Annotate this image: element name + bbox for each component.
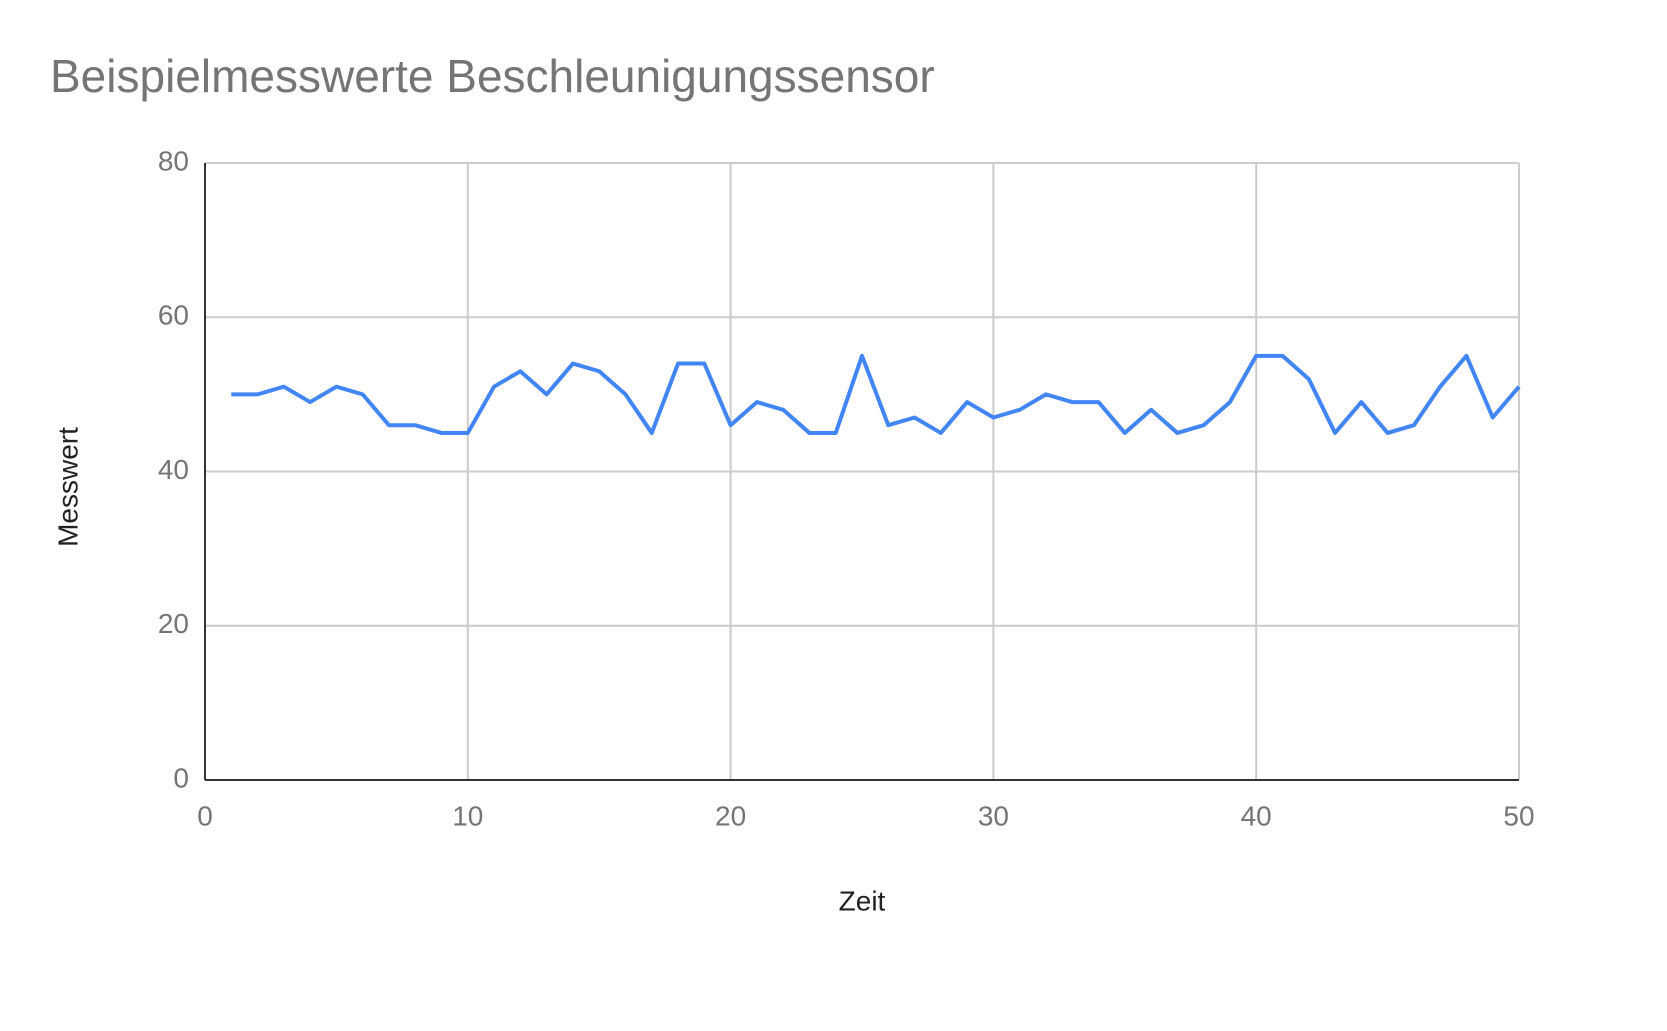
- data-line: [231, 353, 1521, 435]
- y-axis-label: Messwert: [52, 427, 83, 547]
- x-tick-label: 10: [452, 800, 483, 831]
- y-tick-label: 60: [158, 300, 189, 331]
- x-axis-label: Zeit: [839, 885, 886, 916]
- x-tick-label: 20: [715, 800, 746, 831]
- y-tick-label: 20: [158, 608, 189, 639]
- x-tick-label: 30: [978, 800, 1009, 831]
- chart-title: Beispielmesswerte Beschleunigungssensor: [50, 50, 935, 102]
- x-tick-label: 0: [197, 800, 213, 831]
- y-tick-label: 40: [158, 454, 189, 485]
- x-tick-label: 40: [1241, 800, 1272, 831]
- x-tick-label: 50: [1503, 800, 1534, 831]
- y-tick-label: 80: [158, 145, 189, 176]
- y-tick-label: 0: [173, 762, 189, 793]
